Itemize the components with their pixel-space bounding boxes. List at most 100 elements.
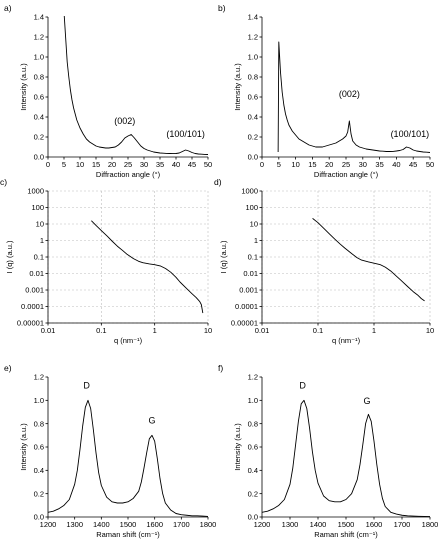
x-tick-label: 50 <box>426 160 434 169</box>
x-tick-label: 1400 <box>310 520 327 529</box>
x-tick-label: 1800 <box>422 520 439 529</box>
y-tick-label: 0.8 <box>34 419 44 428</box>
x-axis-label: q (nm⁻¹) <box>332 336 361 345</box>
y-tick-label: 0.0 <box>248 513 258 522</box>
x-tick-label: 10 <box>204 326 212 335</box>
x-tick-label: 1400 <box>93 520 110 529</box>
y-tick-label: 0.0 <box>34 153 44 162</box>
x-axis-label: Diffraction angle (°) <box>314 170 379 179</box>
y-tick-label: 0.4 <box>248 113 258 122</box>
x-tick-label: 1 <box>372 326 376 335</box>
x-tick-label: 0 <box>260 160 264 169</box>
y-tick-label: 10 <box>250 220 258 229</box>
y-tick-label: 0.1 <box>34 253 44 262</box>
x-tick-label: 1500 <box>338 520 355 529</box>
chart-panel-b: 0.0 0.2 0.4 0.6 0.8 1.0 1.2 1.4 0 5 10 15 20 25 30 35 40… <box>218 3 434 179</box>
y-tick-label: 10 <box>36 220 44 229</box>
peak-label: D <box>299 381 306 391</box>
y-axis-label: Intensity (a.u.) <box>19 63 28 111</box>
series-line <box>262 399 430 517</box>
series-line <box>312 217 425 302</box>
y-tick-label: 1.4 <box>248 13 258 22</box>
x-tick-label: 5 <box>277 160 281 169</box>
peak-label: (002) <box>339 89 360 99</box>
panel-label: f) <box>218 363 223 373</box>
y-tick-label: 1 <box>254 236 258 245</box>
chart-panel-a: 0.0 0.2 0.4 0.6 0.8 1.0 1.2 1.4 0 5 10 15 20 25 30 35 40… <box>4 3 212 179</box>
x-tick-label: 40 <box>392 160 400 169</box>
panel-label: c) <box>0 177 7 187</box>
x-tick-label: 1 <box>153 326 157 335</box>
peak-label: D <box>83 381 90 391</box>
y-tick-label: 0.8 <box>34 73 44 82</box>
x-tick-label: 15 <box>308 160 316 169</box>
y-axis-label: Intensity (a.u.) <box>19 423 28 471</box>
y-tick-label: 0.00001 <box>231 319 258 328</box>
peak-label: (100/101) <box>391 129 430 139</box>
y-tick-label: 1000 <box>241 187 258 196</box>
y-tick-label: 0.4 <box>34 113 44 122</box>
y-tick-label: 0.1 <box>248 253 258 262</box>
x-tick-label: 0.1 <box>96 326 106 335</box>
y-tick-label: 0.2 <box>34 489 44 498</box>
x-tick-label: 45 <box>409 160 417 169</box>
y-tick-label: 0.6 <box>248 443 258 452</box>
y-tick-label: 0.2 <box>248 489 258 498</box>
x-tick-label: 15 <box>92 160 100 169</box>
y-tick-label: 0.8 <box>248 419 258 428</box>
series-line <box>277 41 430 153</box>
y-tick-label: 0.0001 <box>21 302 44 311</box>
y-tick-label: 1 <box>40 236 44 245</box>
y-tick-label: 0.01 <box>29 269 44 278</box>
x-tick-label: 35 <box>156 160 164 169</box>
x-tick-label: 1700 <box>173 520 190 529</box>
x-tick-label: 25 <box>342 160 350 169</box>
y-tick-label: 1.2 <box>248 33 258 42</box>
x-tick-label: 20 <box>108 160 116 169</box>
x-tick-label: 1300 <box>282 520 299 529</box>
y-tick-label: 1.0 <box>34 396 44 405</box>
y-tick-label: 1000 <box>27 187 44 196</box>
chart-panel-c: 0.00001 0.0001 0.001 0.01 0.1 1 10 100 1000 0.01 0… <box>0 177 212 345</box>
x-tick-label: 0 <box>46 160 50 169</box>
x-tick-label: 1200 <box>40 520 57 529</box>
x-tick-label: 25 <box>124 160 132 169</box>
y-tick-label: 0.8 <box>248 73 258 82</box>
x-tick-label: 0.01 <box>255 326 270 335</box>
series-line <box>91 220 204 314</box>
x-tick-label: 30 <box>359 160 367 169</box>
y-axis-label: I (q) (a.u.) <box>5 240 14 273</box>
panel-label: d) <box>214 177 222 187</box>
x-tick-label: 1800 <box>200 520 217 529</box>
x-axis-label: q (nm⁻¹) <box>114 336 143 345</box>
y-tick-label: 0.6 <box>34 93 44 102</box>
y-tick-label: 0.00001 <box>17 319 44 328</box>
y-tick-label: 1.2 <box>248 373 258 382</box>
y-tick-label: 0.001 <box>239 286 258 295</box>
y-tick-label: 1.0 <box>34 53 44 62</box>
y-axis-label: Intensity (a.u.) <box>233 423 242 471</box>
x-tick-label: 50 <box>204 160 212 169</box>
panel-label: a) <box>4 3 12 13</box>
y-tick-label: 0.6 <box>248 93 258 102</box>
y-tick-label: 100 <box>31 203 44 212</box>
x-tick-label: 1200 <box>254 520 271 529</box>
x-tick-label: 10 <box>291 160 299 169</box>
x-tick-label: 45 <box>188 160 196 169</box>
chart-panel-e: 0.0 0.2 0.4 0.6 0.8 1.0 1.2 1200 1300 1400 1500 160… <box>4 363 216 539</box>
y-tick-label: 0.0 <box>248 153 258 162</box>
y-axis-label: I (q) (a.u.) <box>219 240 228 273</box>
x-tick-label: 1300 <box>66 520 83 529</box>
y-tick-label: 100 <box>245 203 258 212</box>
y-tick-label: 0.6 <box>34 443 44 452</box>
peak-label: (100/101) <box>166 129 205 139</box>
x-tick-label: 0.1 <box>313 326 323 335</box>
y-tick-label: 1.4 <box>34 13 44 22</box>
peak-label: G <box>363 396 370 406</box>
y-tick-label: 1.2 <box>34 373 44 382</box>
series-line <box>48 399 208 517</box>
y-tick-label: 1.0 <box>248 396 258 405</box>
x-tick-label: 30 <box>140 160 148 169</box>
panel-label: e) <box>4 363 12 373</box>
peak-label: G <box>148 416 155 426</box>
